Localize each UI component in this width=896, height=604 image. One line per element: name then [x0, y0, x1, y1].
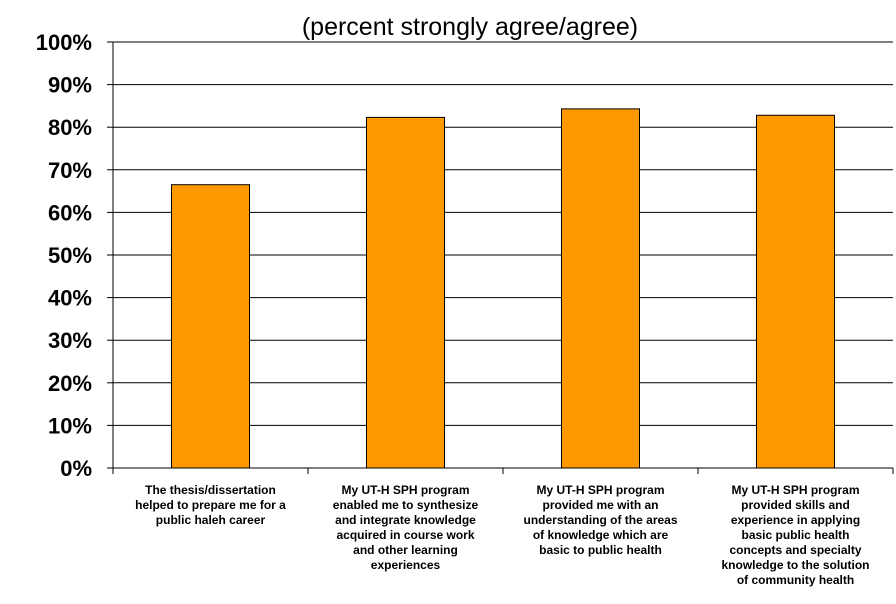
bar	[171, 184, 250, 469]
x-category-label: My UT-H SPH program	[341, 483, 469, 497]
x-category-label: provided skills and	[741, 498, 850, 512]
y-tick-label: 50%	[48, 243, 92, 268]
x-category-label: provided me with an	[542, 498, 658, 512]
x-category-label: of knowledge which are	[533, 528, 669, 542]
y-tick-label: 80%	[48, 115, 92, 140]
x-category-label: understanding of the areas	[523, 513, 677, 527]
x-category-label: public haleh career	[156, 513, 266, 527]
y-tick-label: 100%	[36, 30, 92, 55]
bar	[756, 114, 835, 469]
x-category-label: of community health	[737, 573, 854, 587]
y-tick-label: 0%	[60, 456, 92, 481]
bars	[171, 108, 835, 469]
y-tick-label: 60%	[48, 200, 92, 225]
chart-subtitle: (percent strongly agree/agree)	[302, 13, 638, 41]
x-category-label: helped to prepare me for a	[135, 498, 286, 512]
x-category-label: and integrate knowledge	[335, 513, 476, 527]
y-tick-label: 90%	[48, 73, 92, 98]
x-category-label: My UT-H SPH program	[536, 483, 664, 497]
x-category-label: The thesis/dissertation	[145, 483, 276, 497]
x-category-label: knowledge to the solution	[722, 558, 870, 572]
x-category-label: basic to public health	[539, 543, 662, 557]
y-tick-labels: 0% 10% 20% 30% 40% 50% 60% 70% 80% 90% 100%	[36, 30, 92, 481]
x-category-label: experience in applying	[731, 513, 860, 527]
x-category-label: experiences	[371, 558, 441, 572]
x-category-label: and other learning	[353, 543, 458, 557]
y-tick-label: 70%	[48, 158, 92, 183]
bar	[561, 108, 640, 469]
axes	[107, 41, 894, 474]
x-category-label: enabled me to synthesize	[333, 498, 479, 512]
y-tick-label: 10%	[48, 413, 92, 438]
x-category-label: My UT-H SPH program	[731, 483, 859, 497]
y-tick-label: 30%	[48, 328, 92, 353]
bar	[366, 116, 445, 469]
y-tick-label: 40%	[48, 286, 92, 311]
x-category-label: basic public health	[741, 528, 849, 542]
y-tick-label: 20%	[48, 371, 92, 396]
x-category-label: concepts and specialty	[729, 543, 861, 557]
x-category-label: acquired in course work	[336, 528, 474, 542]
